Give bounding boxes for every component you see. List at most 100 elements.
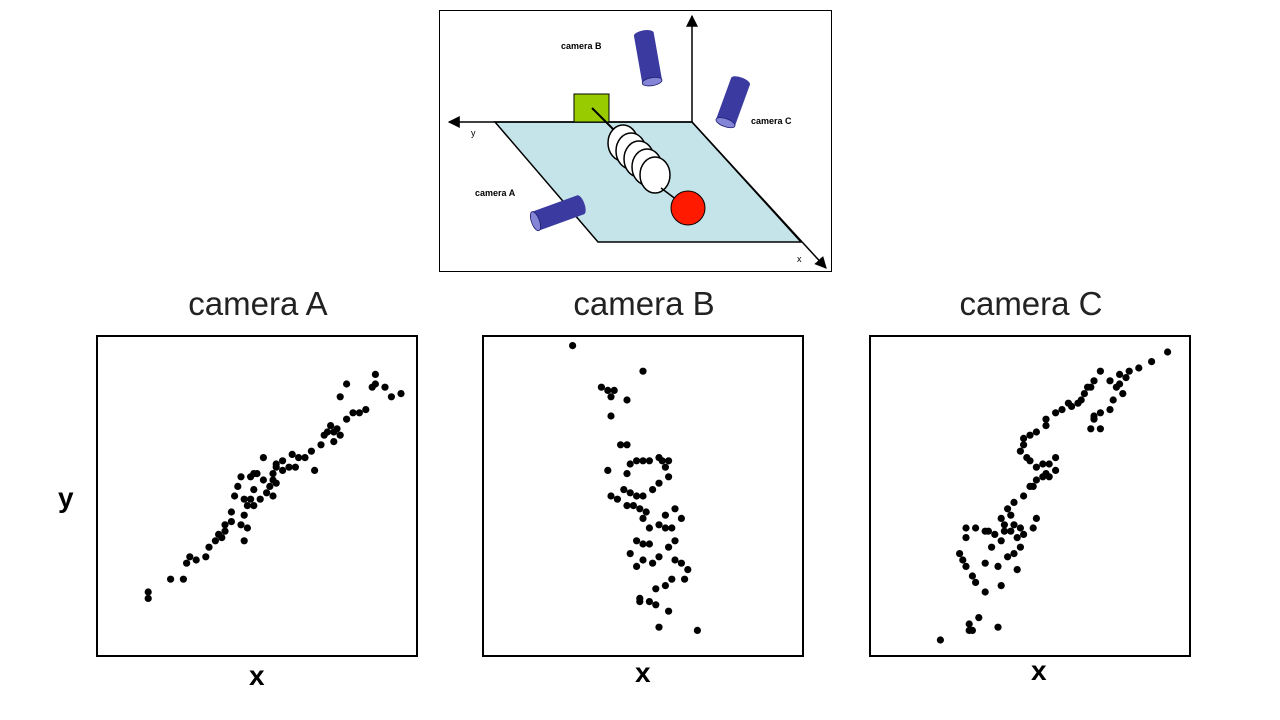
scatter-point-camera-b-11: [623, 470, 631, 478]
scatter-point-camera-a-66: [279, 457, 287, 465]
scatter-point-camera-c-78: [1148, 358, 1156, 366]
axis-x-label: x: [797, 254, 802, 264]
scatter-point-camera-c-27: [962, 524, 970, 532]
scatter-point-camera-c-71: [1096, 409, 1104, 417]
scatter-point-camera-a-54: [355, 409, 363, 417]
scatter-point-camera-b-29: [623, 502, 631, 510]
scatter-point-camera-c-79: [1164, 348, 1172, 356]
scatter-point-camera-c-73: [1087, 425, 1095, 433]
scatter-point-camera-b-53: [661, 582, 669, 590]
scatter-point-camera-b-33: [639, 514, 647, 522]
scatter-point-camera-c-35: [1032, 476, 1040, 484]
scatter-point-camera-b-47: [645, 540, 653, 548]
scatter-point-camera-a-47: [327, 422, 335, 430]
scatter-point-camera-a-53: [349, 409, 357, 417]
scatter-point-camera-c-66: [1116, 380, 1124, 388]
scatter-point-camera-b-36: [661, 524, 669, 532]
mass-ball: [670, 190, 706, 226]
scatter-point-camera-c-69: [1109, 396, 1117, 404]
scatter-point-camera-a-36: [269, 476, 277, 484]
scatter-point-camera-c-19: [1007, 527, 1015, 535]
scatter-point-camera-c-51: [1042, 422, 1050, 430]
scatter-point-camera-c-63: [1096, 367, 1104, 375]
scatter-point-camera-b-64: [661, 511, 669, 519]
scatter-point-camera-b-44: [626, 550, 634, 558]
scatter-point-camera-a-34: [237, 473, 245, 481]
scatter-point-camera-b-52: [668, 575, 676, 583]
scatter-point-camera-b-21: [655, 479, 663, 487]
scatter-point-camera-a-5: [186, 553, 194, 561]
scatter-point-camera-a-68: [272, 463, 280, 471]
scatter-point-camera-a-63: [343, 380, 351, 388]
scatter-point-camera-c-41: [1045, 460, 1053, 468]
scatter-point-camera-c-85: [1010, 521, 1018, 529]
scatter-point-camera-c-49: [1026, 431, 1034, 439]
scatter-point-camera-c-86: [1007, 511, 1015, 519]
scatter-point-camera-b-62: [671, 505, 679, 513]
scatter-point-camera-c-39: [1052, 466, 1060, 474]
scatter-point-camera-c-34: [1029, 482, 1037, 490]
scatter-point-camera-b-59: [665, 607, 673, 615]
scatter-point-camera-b-32: [642, 508, 650, 516]
scatter-point-camera-b-12: [626, 460, 634, 468]
plot-a-xlabel: x: [249, 660, 265, 691]
camera-setup-diagram: y x camera B camera C camera A: [439, 10, 832, 272]
scatter-point-camera-b-34: [645, 524, 653, 532]
scatter-point-camera-b-23: [639, 492, 647, 500]
plot-c-xlabel: x: [1031, 655, 1047, 686]
anchor-box: [573, 93, 610, 123]
scatter-point-camera-c-13: [994, 562, 1002, 570]
camera-c-label: camera C: [751, 116, 792, 126]
scatter-point-camera-c-11: [959, 556, 967, 564]
scatter-point-camera-b-24: [633, 492, 641, 500]
scatter-point-camera-c-45: [1023, 454, 1031, 462]
scatter-point-camera-c-23: [991, 530, 999, 538]
scatter-point-camera-b-22: [649, 486, 657, 494]
scatter-point-camera-b-14: [639, 457, 647, 465]
scatter-point-camera-c-56: [1068, 402, 1076, 410]
scatter-point-camera-a-23: [263, 489, 271, 497]
scatter-point-camera-a-58: [381, 383, 389, 391]
scatter-point-camera-a-11: [221, 527, 229, 535]
scatter-point-camera-b-40: [655, 553, 663, 561]
plot-b-title: camera B: [573, 285, 715, 322]
scatter-point-camera-c-30: [1004, 505, 1012, 513]
scatter-point-camera-a-9: [211, 537, 219, 545]
scatter-point-camera-a-17: [243, 524, 251, 532]
scatter-point-camera-b-38: [671, 537, 679, 545]
scatter-point-camera-a-35: [250, 486, 258, 494]
scatter-point-camera-a-4: [183, 559, 191, 567]
scatter-point-camera-b-19: [661, 463, 669, 471]
scatter-point-camera-b-15: [645, 457, 653, 465]
scatter-point-camera-a-52: [343, 415, 351, 423]
scatter-point-camera-a-1: [144, 594, 152, 602]
scatter-point-camera-b-0: [569, 342, 577, 350]
scatter-point-camera-c-38: [1045, 473, 1053, 481]
scatter-point-camera-b-1: [639, 367, 647, 375]
scatter-point-camera-c-12: [981, 559, 989, 567]
camera-c-icon: [715, 76, 751, 129]
scatter-point-camera-a-18: [240, 511, 248, 519]
scatter-point-camera-a-6: [192, 556, 200, 564]
plot-c-title: camera C: [959, 285, 1103, 322]
scatter-point-camera-c-15: [1010, 550, 1018, 558]
scatter-point-camera-a-12: [221, 521, 229, 529]
scatter-point-camera-b-60: [655, 623, 663, 631]
scatter-point-camera-c-58: [1077, 396, 1085, 404]
scatter-point-camera-c-32: [1020, 492, 1028, 500]
scatter-point-camera-c-67: [1122, 374, 1130, 382]
scatter-point-camera-b-5: [610, 386, 618, 394]
camera-a-label: camera A: [475, 188, 516, 198]
scatter-point-camera-a-43: [311, 466, 319, 474]
scatter-point-camera-b-46: [639, 540, 647, 548]
scatter-point-camera-a-24: [266, 482, 274, 490]
scatter-point-camera-b-45: [633, 537, 641, 545]
scatter-point-camera-c-21: [1000, 527, 1008, 535]
scatter-point-camera-c-64: [1106, 377, 1114, 385]
scatter-point-camera-a-30: [247, 473, 255, 481]
scatter-point-camera-b-9: [623, 441, 631, 449]
scatter-point-camera-c-87: [1032, 514, 1040, 522]
scatter-point-camera-a-46: [323, 428, 331, 436]
camera-b-icon: [633, 30, 663, 87]
scatter-point-camera-a-32: [240, 495, 248, 503]
